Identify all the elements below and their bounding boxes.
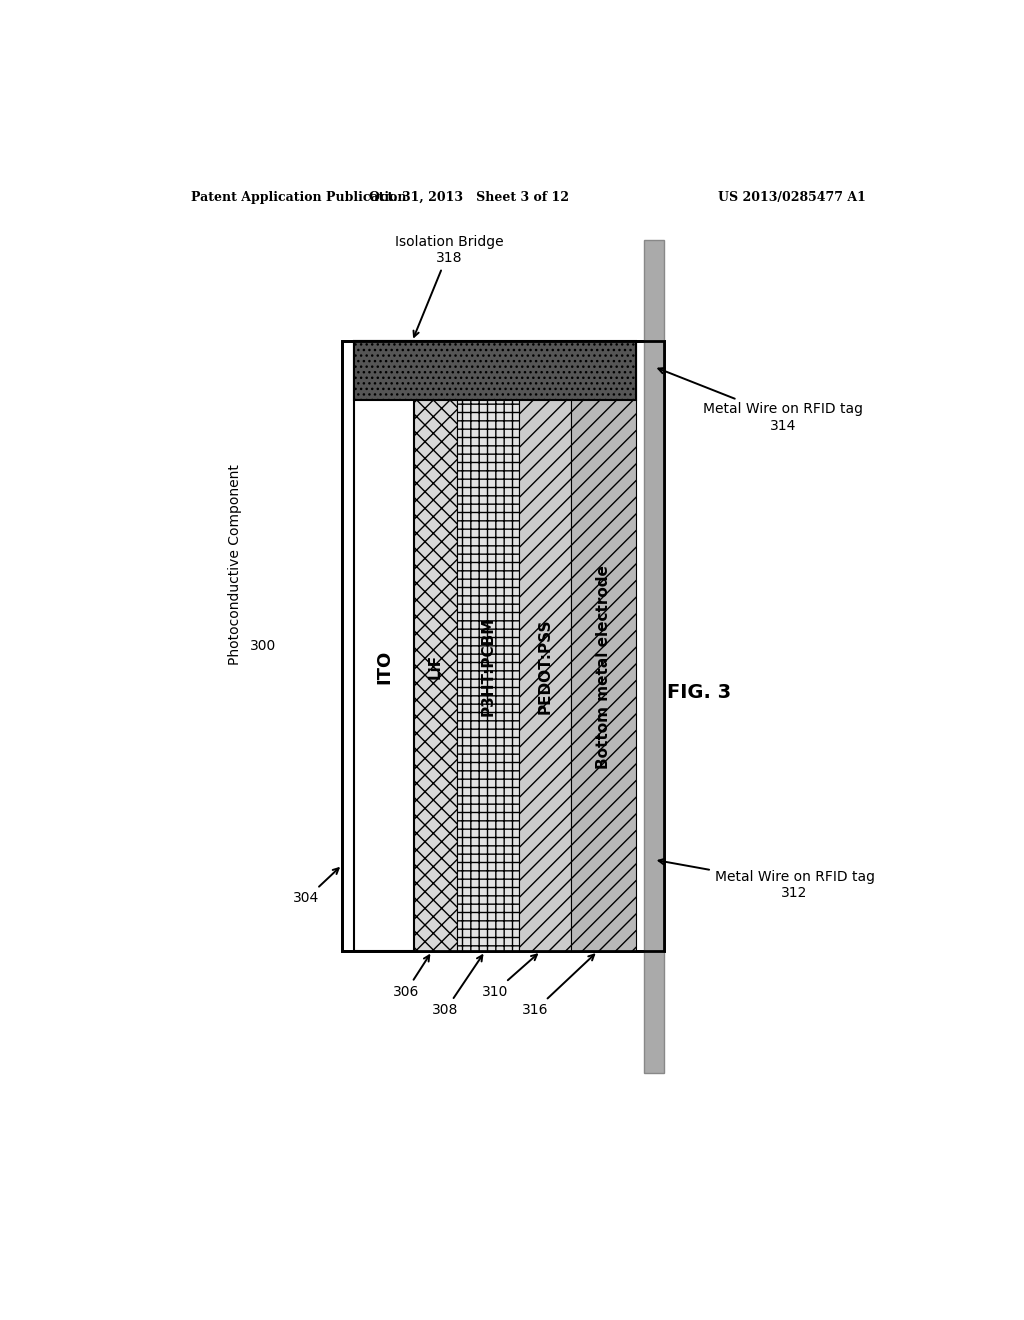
Text: LiF: LiF [428,653,442,680]
Bar [342,342,664,952]
Text: US 2013/0285477 A1: US 2013/0285477 A1 [718,191,866,203]
Bar [414,342,458,952]
Text: Patent Application Publication: Patent Application Publication [191,191,407,203]
Bar [644,240,664,1073]
Text: Metal Wire on RFID tag
314: Metal Wire on RFID tag 314 [658,368,862,433]
Text: 300: 300 [250,639,276,653]
Text: FIG. 3: FIG. 3 [668,682,731,701]
Text: PEDOT:PSS: PEDOT:PSS [538,619,553,714]
Text: Metal Wire on RFID tag
312: Metal Wire on RFID tag 312 [658,859,874,900]
Text: Oct. 31, 2013   Sheet 3 of 12: Oct. 31, 2013 Sheet 3 of 12 [370,191,569,203]
Text: P3HT:PCBM: P3HT:PCBM [481,616,496,717]
Text: 308: 308 [432,956,482,1018]
Text: 304: 304 [294,869,339,906]
Text: Photoconductive Component: Photoconductive Component [228,465,242,665]
Text: 310: 310 [481,954,537,999]
Text: 316: 316 [522,954,594,1018]
Text: Bottom metal electrode: Bottom metal electrode [596,565,611,768]
Text: Isolation Bridge
318: Isolation Bridge 318 [395,235,504,337]
Bar [570,342,636,952]
Text: 306: 306 [392,956,429,999]
Bar [458,342,519,952]
Bar [519,342,570,952]
Bar [354,342,636,400]
Text: ITO: ITO [376,649,393,684]
Bar [354,342,414,952]
Bar [342,342,664,952]
